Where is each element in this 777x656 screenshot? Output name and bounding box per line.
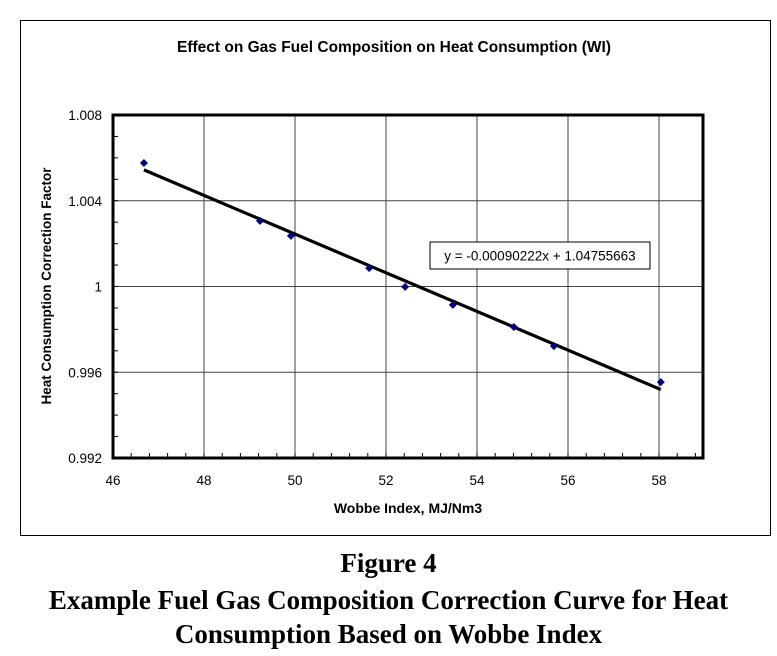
y-tick-labels: 0.992 0.996 1 1.004 1.008 xyxy=(68,108,102,466)
data-point xyxy=(656,378,665,387)
y-tick-label: 0.992 xyxy=(68,451,102,466)
trendline xyxy=(143,168,662,392)
data-point xyxy=(139,159,148,168)
x-tick-label: 46 xyxy=(105,473,120,488)
y-axis-label: Heat Consumption Correction Factor xyxy=(39,167,54,405)
data-point xyxy=(448,300,457,309)
data-point xyxy=(401,282,410,291)
trendline-equation-label: y = -0.00090222x + 1.04755663 xyxy=(444,249,635,264)
chart-frame: Effect on Gas Fuel Composition on Heat C… xyxy=(20,20,771,536)
figure-caption-line-2: Consumption Based on Wobbe Index xyxy=(174,619,603,649)
x-tick-label: 54 xyxy=(469,473,485,488)
figure-label: Figure 4 xyxy=(340,548,437,578)
trendline-layer xyxy=(143,168,662,392)
x-tick-label: 52 xyxy=(378,473,393,488)
data-point xyxy=(509,323,518,332)
points-layer xyxy=(139,159,665,387)
y-tick-label: 1 xyxy=(94,280,102,295)
data-point xyxy=(365,264,374,273)
x-axis-label: Wobbe Index, MJ/Nm3 xyxy=(334,500,483,516)
y-tick-label: 0.996 xyxy=(68,365,102,380)
data-point xyxy=(255,216,264,225)
x-tick-label: 50 xyxy=(287,473,302,488)
figure-caption-line-1: Example Fuel Gas Composition Correction … xyxy=(48,585,729,615)
data-point xyxy=(286,231,295,240)
equation-box-border xyxy=(429,241,651,270)
grid-layer xyxy=(113,115,703,458)
y-tick-label: 1.008 xyxy=(68,108,102,123)
plot-area-border xyxy=(111,113,705,460)
x-tick-labels: 46 48 50 52 54 56 58 xyxy=(105,473,666,488)
x-tick-label: 48 xyxy=(196,473,211,488)
x-tick-label: 58 xyxy=(651,473,666,488)
trendline-equation-box: y = -0.00090222x + 1.04755663 xyxy=(429,241,651,270)
chart-svg: Effect on Gas Fuel Composition on Heat C… xyxy=(39,39,705,516)
plot-area-frame xyxy=(111,113,705,460)
y-tick-label: 1.004 xyxy=(68,194,102,209)
data-point xyxy=(549,342,558,351)
chart-title: Effect on Gas Fuel Composition on Heat C… xyxy=(177,39,611,56)
x-tick-label: 56 xyxy=(560,473,575,488)
